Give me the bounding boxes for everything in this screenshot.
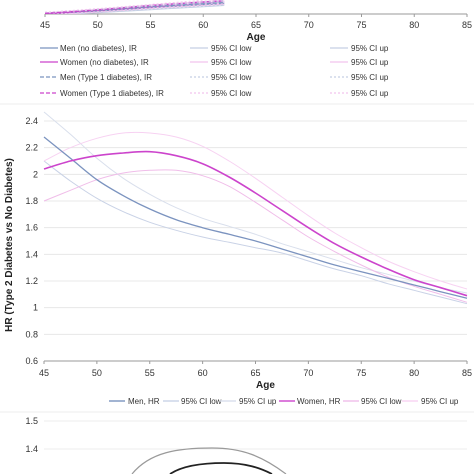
bottom-inner-curve <box>169 462 273 474</box>
bottom-outer-curve <box>131 447 287 474</box>
mid-legend-label: 95% CI low <box>181 397 222 406</box>
top-x-axis-title: Age <box>247 32 266 43</box>
top-series-line-10 <box>47 3 225 14</box>
mid-x-tick-label: 55 <box>145 368 155 378</box>
top-x-tick-label: 80 <box>409 20 419 30</box>
mid-y-tick-label: 0.6 <box>25 356 38 366</box>
mid-x-tick-label: 50 <box>92 368 102 378</box>
top-x-tick-label: 45 <box>40 20 50 30</box>
top-legend-label: 95% CI up <box>351 58 389 67</box>
mid-x-tick-label: 80 <box>409 368 419 378</box>
top-x-tick-label: 85 <box>462 20 472 30</box>
top-legend-label: Women (Type 1 diabetes), IR <box>60 89 164 98</box>
mid-y-tick-label: 2.2 <box>25 143 38 153</box>
mid-legend-label: 95% CI up <box>421 397 459 406</box>
mid-y-tick-label: 2 <box>33 169 38 179</box>
mid-series-line-2 <box>43 111 468 294</box>
top-series-line-6 <box>45 1 225 14</box>
mid-x-tick-label: 60 <box>198 368 208 378</box>
top-plot-clip-group <box>45 0 225 14</box>
top-legend-label: 95% CI up <box>351 89 389 98</box>
top-legend-label: 95% CI low <box>211 58 252 67</box>
mid-series-line-5 <box>43 131 468 290</box>
top-series-line-4 <box>58 3 225 14</box>
top-x-tick-label: 75 <box>356 20 366 30</box>
mid-y-axis-title: HR (Type 2 Diabetes vs No Diabetes) <box>4 158 15 332</box>
mid-y-tick-label: 1.4 <box>25 249 38 259</box>
mid-y-tick-label: 1.8 <box>25 196 38 206</box>
top-legend-label: 95% CI low <box>211 89 252 98</box>
top-legend-label: Women (no diabetes), IR <box>60 58 149 67</box>
top-series-line-8 <box>48 4 225 14</box>
mid-x-tick-label: 65 <box>250 368 260 378</box>
top-legend-label: 95% CI low <box>211 73 252 82</box>
bottom-panel: 1.4 1.5 <box>25 416 467 474</box>
top-x-tick-label: 65 <box>251 20 261 30</box>
mid-y-tick-label: 1.2 <box>25 276 38 286</box>
mid-y-tick-label: 2.4 <box>25 116 38 126</box>
top-series-line-9 <box>45 0 225 13</box>
mid-legend-label: 95% CI low <box>361 397 402 406</box>
top-x-tick-label: 50 <box>93 20 103 30</box>
top-legend-label: Men (no diabetes), IR <box>60 44 137 53</box>
mid-series-line-0 <box>43 136 468 299</box>
top-series-line-11 <box>45 0 214 13</box>
bottom-y-tick-label: 1.5 <box>25 416 38 426</box>
mid-legend-label: 95% CI up <box>239 397 277 406</box>
top-x-tick-label: 60 <box>198 20 208 30</box>
mid-legend-label: Women, HR <box>297 397 341 406</box>
mid-y-tick-label: 1.6 <box>25 223 38 233</box>
mid-y-tick-label: 1 <box>33 303 38 313</box>
mid-x-tick-label: 45 <box>39 368 49 378</box>
top-legend-label: Men (Type 1 diabetes), IR <box>60 73 152 82</box>
mid-series-line-3 <box>43 150 468 297</box>
mid-series-line-1 <box>43 160 468 305</box>
top-legend-label: 95% CI up <box>351 73 389 82</box>
mid-y-tick-label: 0.8 <box>25 329 38 339</box>
bottom-y-tick-label: 1.4 <box>25 444 38 454</box>
mid-x-tick-label: 70 <box>303 368 313 378</box>
mid-x-tick-label: 85 <box>462 368 472 378</box>
mid-x-axis-title: Age <box>256 380 275 391</box>
top-legend-label: 95% CI up <box>351 44 389 53</box>
mid-x-tick-label: 75 <box>356 368 366 378</box>
top-x-tick-label: 55 <box>145 20 155 30</box>
top-legend-label: 95% CI low <box>211 44 252 53</box>
middle-panel: 0.6 0.8 1 1.2 1.4 1.6 1.8 2 2.2 2.4 45 50 55 60 65 70 75… <box>0 111 474 413</box>
top-x-tick-label: 70 <box>304 20 314 30</box>
top-panel: 45 50 55 60 65 70 75 80 85 Age Men (no diabetes), … <box>0 0 474 105</box>
mid-legend-label: Men, HR <box>128 397 160 406</box>
